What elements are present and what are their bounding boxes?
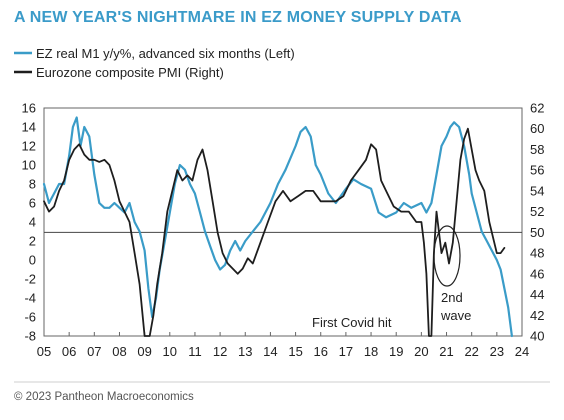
y-left-tick-label: 16 (22, 101, 36, 116)
x-tick-label: 15 (288, 344, 302, 359)
series-line-m1 (42, 116, 513, 338)
chart-title: A NEW YEAR'S NIGHTMARE IN EZ MONEY SUPPL… (14, 9, 462, 26)
y-right-tick-label: 52 (530, 204, 544, 219)
plot-frame (43, 107, 523, 337)
y-right-tick-label: 46 (530, 266, 544, 281)
annotation-second: 2nd (441, 290, 463, 305)
y-right-tick-label: 40 (530, 329, 544, 344)
y-right-tick-label: 48 (530, 246, 544, 261)
y-left-tick-label: 14 (22, 120, 36, 135)
y-axis-right: 40 42 44 46 48 50 52 54 56 58 60 62 (530, 101, 544, 344)
y-axis-left: -8 -6 -4 -2 0 2 4 6 8 10 12 14 16 (22, 101, 36, 344)
x-tick-label: 07 (87, 344, 101, 359)
x-tick-label: 12 (213, 344, 227, 359)
x-tick-label: 10 (163, 344, 177, 359)
x-tick-label: 14 (263, 344, 277, 359)
legend: EZ real M1 y/y%, advanced six months (Le… (14, 46, 295, 80)
y-right-tick-label: 50 (530, 225, 544, 240)
series-line-pmi (43, 127, 506, 337)
x-tick-label: 18 (364, 344, 378, 359)
x-tick-label: 09 (137, 344, 151, 359)
y-left-tick-label: -4 (24, 291, 36, 306)
annotation-wave: wave (440, 308, 471, 323)
y-right-tick-label: 60 (530, 121, 544, 136)
y-left-tick-label: 10 (22, 158, 36, 173)
x-tick-label: 05 (37, 344, 51, 359)
annotation-first-covid: First Covid hit (312, 315, 392, 330)
x-tick-label: 17 (339, 344, 353, 359)
y-right-tick-label: 62 (530, 101, 544, 116)
y-left-tick-label: 12 (22, 139, 36, 154)
x-axis: 05 06 07 08 09 10 11 12 13 14 15 16 17 18 19 20 21 22 23 24 (37, 332, 529, 359)
y-left-tick-label: -8 (24, 329, 36, 344)
footer-copyright: © 2023 Pantheon Macroeconomics (14, 391, 194, 403)
y-left-tick-label: 2 (29, 234, 36, 249)
y-right-tick-label: 56 (530, 163, 544, 178)
legend-label-m1: EZ real M1 y/y%, advanced six months (Le… (36, 46, 295, 61)
y-right-tick-label: 44 (530, 287, 544, 302)
y-left-tick-label: 6 (29, 196, 36, 211)
x-tick-label: 08 (112, 344, 126, 359)
y-left-tick-label: 8 (29, 177, 36, 192)
x-tick-label: 24 (515, 344, 529, 359)
y-right-tick-label: 42 (530, 308, 544, 323)
series-layer (42, 116, 513, 338)
x-tick-label: 13 (238, 344, 252, 359)
x-tick-label: 16 (314, 344, 328, 359)
x-tick-label: 06 (62, 344, 76, 359)
x-tick-label: 21 (439, 344, 453, 359)
y-right-tick-label: 54 (530, 183, 544, 198)
second-wave-ellipse (433, 225, 461, 287)
x-tick-label: 22 (464, 344, 478, 359)
y-left-tick-label: 0 (29, 253, 36, 268)
y-left-tick-label: -2 (24, 272, 36, 287)
x-tick-label: 23 (490, 344, 504, 359)
x-tick-label: 11 (188, 344, 202, 359)
y-right-tick-label: 58 (530, 142, 544, 157)
y-left-tick-label: -6 (24, 310, 36, 325)
y-left-tick-label: 4 (29, 215, 36, 230)
x-tick-label: 20 (414, 344, 428, 359)
x-tick-label: 19 (389, 344, 403, 359)
legend-label-pmi: Eurozone composite PMI (Right) (36, 65, 224, 80)
